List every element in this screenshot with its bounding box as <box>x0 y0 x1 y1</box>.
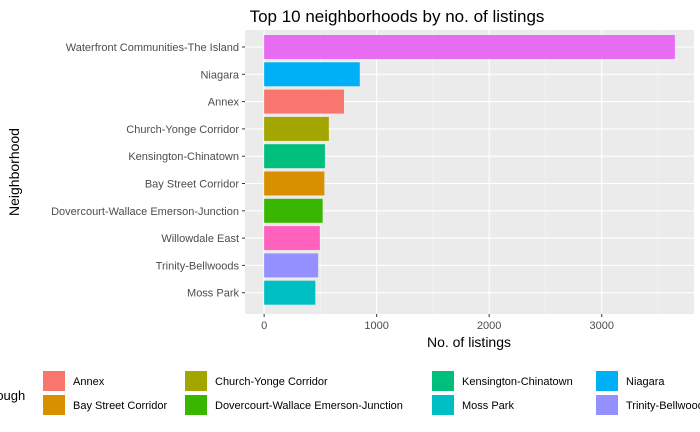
legend-label: Bay Street Corridor <box>73 400 167 412</box>
bar <box>264 280 316 305</box>
bar <box>264 62 360 87</box>
x-axis-title: No. of listings <box>427 334 511 350</box>
bar <box>264 144 325 169</box>
y-tick-label: Bay Street Corridor <box>145 179 239 191</box>
chart-title: Top 10 neighborhoods by no. of listings <box>250 7 545 26</box>
x-tick-label: 2000 <box>477 320 501 332</box>
y-tick-label: Waterfront Communities-The Island <box>66 42 239 54</box>
x-tick-label: 3000 <box>589 320 613 332</box>
y-tick-label: Annex <box>208 97 240 109</box>
legend-key <box>185 395 207 415</box>
y-tick-label: Kensington-Chinatown <box>128 151 239 163</box>
legend: rough Annex Bay Street Corridor Church-Yon… <box>0 371 700 415</box>
legend-label: Moss Park <box>462 400 514 412</box>
legend-key <box>185 371 207 391</box>
legend-key <box>43 371 65 391</box>
y-tick-label: Dovercourt-Wallace Emerson-Junction <box>51 206 239 218</box>
bar <box>264 253 319 278</box>
bar <box>264 171 325 196</box>
y-tick-label: Church-Yonge Corridor <box>126 124 239 136</box>
bar <box>264 116 329 141</box>
legend-label: Trinity-Bellwoods <box>626 400 700 412</box>
bar <box>264 198 323 223</box>
legend-label: Niagara <box>626 376 665 388</box>
legend-key <box>432 371 454 391</box>
x-tick-label: 0 <box>261 320 267 332</box>
y-tick-label: Moss Park <box>187 288 239 300</box>
legend-key <box>432 395 454 415</box>
y-tick-label: Niagara <box>200 69 239 81</box>
legend-key <box>43 395 65 415</box>
bars <box>264 35 675 305</box>
x-tick-label: 1000 <box>364 320 388 332</box>
bar <box>264 226 320 251</box>
y-axis-title: Neighborhood <box>6 128 22 216</box>
bar <box>264 89 345 114</box>
legend-label: Kensington-Chinatown <box>462 376 573 388</box>
bar <box>264 35 675 59</box>
y-tick-label: Trinity-Bellwoods <box>156 260 240 272</box>
x-tick-labels: 0 1000 2000 3000 <box>261 314 614 332</box>
legend-label: Church-Yonge Corridor <box>215 376 328 388</box>
legend-label: Dovercourt-Wallace Emerson-Junction <box>215 400 403 412</box>
legend-title: rough <box>0 388 25 403</box>
legend-key <box>596 371 618 391</box>
legend-key <box>596 395 618 415</box>
y-tick-label: Willowdale East <box>161 233 239 245</box>
legend-label: Annex <box>73 376 105 388</box>
y-tick-labels: Waterfront Communities-The Island Niagara… <box>51 42 245 300</box>
